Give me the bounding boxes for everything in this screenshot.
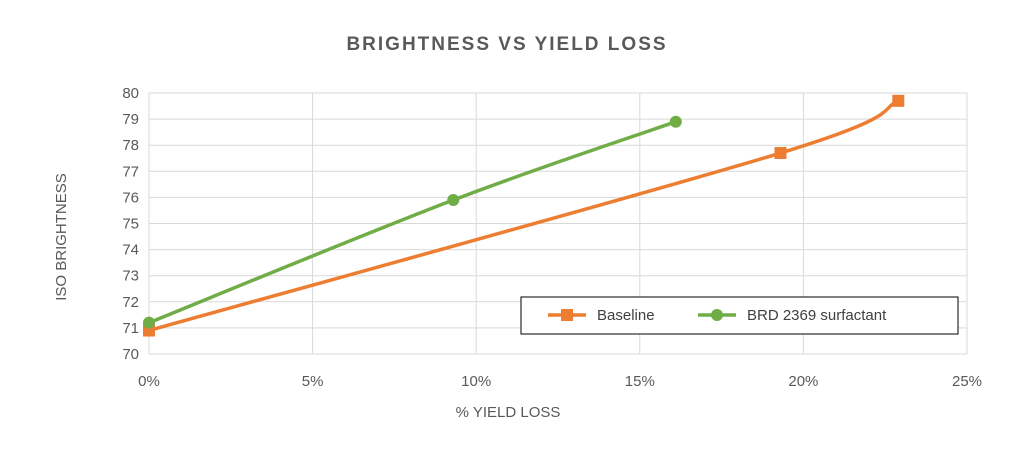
- series-line-0: [147, 99, 901, 333]
- series-line-1: [147, 119, 678, 325]
- legend: Baseline BRD 2369 surfactant: [520, 296, 959, 335]
- y-tick-label-72: 72: [122, 294, 139, 311]
- series-1-point-1: [447, 194, 460, 207]
- series-0-point-2: [892, 94, 905, 107]
- x-axis-title: % YIELD LOSS: [456, 404, 561, 421]
- x-axis-ticks: 0% 5% 10% 15% 20% 25%: [138, 373, 982, 390]
- series-1-point-0: [143, 316, 155, 329]
- y-tick-label-77: 77: [122, 163, 139, 180]
- legend-entry-0: Baseline: [548, 307, 655, 324]
- gridlines: [148, 92, 968, 355]
- y-axis-title: ISO BRIGHTNESS: [53, 173, 70, 301]
- y-tick-label-75: 75: [122, 216, 139, 233]
- x-tick-label-0: 0%: [138, 373, 160, 390]
- y-tick-label-71: 71: [122, 320, 139, 337]
- chart-title: BRIGHTNESS VS YIELD LOSS: [346, 34, 667, 55]
- series-0-point-1: [774, 147, 787, 160]
- legend-entry-1: BRD 2369 surfactant: [698, 307, 887, 324]
- x-tick-label-10: 10%: [461, 373, 491, 390]
- legend-label-0: Baseline: [597, 307, 655, 324]
- legend-marker-0: [561, 309, 573, 321]
- y-tick-label-70: 70: [122, 346, 139, 363]
- y-tick-label-79: 79: [122, 111, 139, 128]
- y-axis-ticks: 70 71 72 73 74 75 76 77 78 79 80: [122, 85, 139, 363]
- legend-label-1: BRD 2369 surfactant: [747, 307, 887, 324]
- series-1-point-2: [669, 115, 682, 128]
- x-tick-label-15: 15%: [625, 373, 655, 390]
- legend-box: [520, 296, 959, 335]
- y-tick-label-80: 80: [122, 85, 139, 102]
- y-tick-label-78: 78: [122, 137, 139, 154]
- x-tick-label-20: 20%: [788, 373, 818, 390]
- legend-marker-1: [711, 309, 723, 321]
- x-tick-label-5: 5%: [302, 373, 324, 390]
- series-layer: [143, 94, 905, 337]
- y-tick-label-76: 76: [122, 189, 139, 206]
- y-tick-label-73: 73: [122, 268, 139, 285]
- x-tick-label-25: 25%: [952, 373, 982, 390]
- y-tick-label-74: 74: [122, 242, 139, 259]
- series-0: [143, 94, 905, 337]
- series-1: [143, 115, 682, 329]
